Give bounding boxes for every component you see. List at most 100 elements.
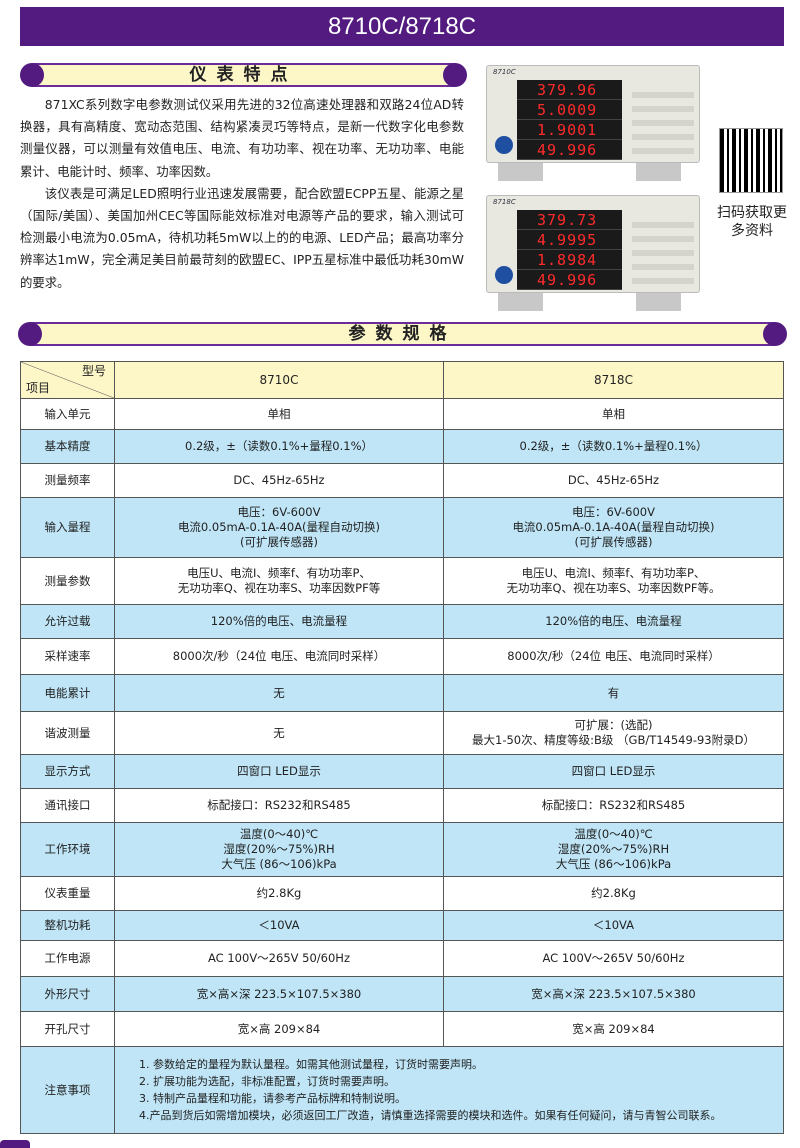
spec-value: 单相 xyxy=(443,398,784,430)
row-label: 谐波测量 xyxy=(20,711,115,755)
table-row: 工作电源 AC 100V～265V 50/60Hz AC 100V～265V 50/… xyxy=(20,940,784,977)
spec-line: 湿度(20%～75%)RH xyxy=(223,842,335,856)
row-label: 通讯接口 xyxy=(20,788,115,823)
power-meter-image: 8710C 379.96 5.0009 1.9001 49.996 xyxy=(486,65,700,183)
table-row: 工作环境 温度(0～40)℃ 湿度(20%～75%)RH 大气压 (86～106)kP… xyxy=(20,822,784,877)
spec-line: 四窗口 LED显示 xyxy=(571,764,656,778)
table-header-row: 型号 项目 8710C 8718C xyxy=(20,361,784,399)
spec-line: 湿度(20%～75%)RH xyxy=(557,842,670,856)
note-item: 4.产品到货后如需增加模块，必须返回工厂改造，请慎重选择需要的模块和选件。如果有… xyxy=(139,1109,722,1122)
meter-reading: 5.0009 xyxy=(517,100,622,120)
spec-line: 8000次/秒（24位 电压、电流同时采样） xyxy=(172,649,386,663)
spec-line: 温度(0～40)℃ xyxy=(239,827,319,841)
spec-table: 型号 项目 8710C 8718C 输入单元 单相 单相 基本精度 0.2级，±（读数0… xyxy=(20,361,784,1134)
meter-reading: 379.96 xyxy=(517,80,622,100)
row-label: 显示方式 xyxy=(20,754,115,789)
spec-line: 大气压 (86～106)kPa xyxy=(555,857,672,871)
row-label: 注意事项 xyxy=(20,1046,115,1134)
spec-value: 无 xyxy=(114,674,444,712)
spec-line: 大气压 (86～106)kPa xyxy=(221,857,337,871)
spec-line: 外形尺寸 xyxy=(44,986,91,1001)
meter-reading: 49.996 xyxy=(517,140,622,160)
meter-foot xyxy=(636,163,681,181)
header-diagonal-cell: 型号 项目 xyxy=(21,362,114,398)
spec-line: 开孔尺寸 xyxy=(44,1021,91,1036)
meter-reading: 1.9001 xyxy=(517,120,622,140)
spec-line: 无 xyxy=(273,685,285,700)
spec-line: 可扩展：(选配) xyxy=(574,718,653,732)
spec-value: AC 100V～265V 50/60Hz xyxy=(443,940,784,977)
spec-line: 温度(0～40)℃ xyxy=(574,827,653,841)
power-knob-icon xyxy=(495,136,513,154)
spec-line: (可扩展传感器) xyxy=(240,535,318,549)
spec-line: 允许过载 xyxy=(44,614,91,628)
spec-value: 温度(0～40)℃ 湿度(20%～75%)RH 大气压 (86～106)kPa xyxy=(443,822,784,877)
spec-value: 无 xyxy=(114,711,444,755)
spec-line: 无功功率Q、视在功率S、功率因数PF等。 xyxy=(506,581,721,595)
features-banner: 仪表特点 xyxy=(20,63,467,87)
spec-line: 最大1-50次、精度等级:B级 （GB/T14549-93附录D） xyxy=(472,733,755,747)
spec-value: 标配接口：RS232和RS485 xyxy=(443,788,784,823)
spec-value: 有 xyxy=(443,674,784,712)
specs-banner: 参数规格 xyxy=(18,322,787,346)
spec-value: 电压U、电流I、频率f、有功功率P、 无功功率Q、视在功率S、功率因数PF等 xyxy=(114,557,444,605)
row-label: 外形尺寸 xyxy=(20,976,115,1012)
spec-line: 宽×高×深 223.5×107.5×380 xyxy=(196,986,362,1001)
spec-line: 电流0.05mA-0.1A-40A(量程自动切换) xyxy=(177,520,381,534)
table-row: 测量参数 电压U、电流I、频率f、有功功率P、 无功功率Q、视在功率S、功率因数PF… xyxy=(20,557,784,605)
spec-line: 单相 xyxy=(267,406,291,421)
power-meter-image: 8718C 379.73 4.9995 1.8984 49.996 xyxy=(486,195,700,313)
row-label: 测量频率 xyxy=(20,463,115,498)
features-paragraph: 该仪表是可满足LED照明行业迅速发展需要，配合欧盟ECPP五星、能源之星（国际/… xyxy=(20,185,464,290)
spec-line: 四窗口 LED显示 xyxy=(237,764,321,778)
page-title: 8710C/8718C xyxy=(20,7,784,46)
spec-value: 约2.8Kg xyxy=(114,876,444,911)
qr-code-icon xyxy=(719,128,783,193)
notes-list: 1. 参数给定的量程为默认量程。如需其他测试量程，订货时需要声明。 2. 扩展功能… xyxy=(114,1046,784,1134)
banner-dot-icon xyxy=(18,322,42,346)
spec-line: 电能累计 xyxy=(44,685,91,700)
spec-value: 温度(0～40)℃ 湿度(20%～75%)RH 大气压 (86～106)kPa xyxy=(114,822,444,877)
spec-line: ＜10VA xyxy=(592,918,635,932)
spec-line: 工作电源 xyxy=(44,951,91,965)
spec-value: 单相 xyxy=(114,398,444,430)
spec-value: 0.2级，±（读数0.1%+量程0.1%） xyxy=(114,429,444,464)
spec-line: 采样速率 xyxy=(44,649,91,663)
spec-line: 无 xyxy=(273,725,285,740)
spec-line: 工作环境 xyxy=(44,842,91,856)
meter-display: 379.96 5.0009 1.9001 49.996 xyxy=(517,80,622,160)
table-row: 开孔尺寸 宽×高 209×84 宽×高 209×84 xyxy=(20,1011,784,1047)
row-label: 电能累计 xyxy=(20,674,115,712)
spec-value: 宽×高×深 223.5×107.5×380 xyxy=(114,976,444,1012)
row-label: 基本精度 xyxy=(20,429,115,464)
spec-value: 标配接口：RS232和RS485 xyxy=(114,788,444,823)
spec-line: 电压U、电流I、频率f、有功功率P、 xyxy=(187,566,371,580)
page-tab-decoration xyxy=(0,1140,30,1148)
spec-line: (可扩展传感器) xyxy=(574,535,653,549)
spec-value: AC 100V～265V 50/60Hz xyxy=(114,940,444,977)
banner-dot-icon xyxy=(20,63,44,87)
meter-keypad xyxy=(632,214,694,284)
spec-value: 四窗口 LED显示 xyxy=(443,754,784,789)
spec-line: 输入量程 xyxy=(44,520,91,534)
spec-line: 通讯接口 xyxy=(44,798,91,812)
table-row: 通讯接口 标配接口：RS232和RS485 标配接口：RS232和RS485 xyxy=(20,788,784,823)
meter-display: 379.73 4.9995 1.8984 49.996 xyxy=(517,210,622,290)
row-label: 工作环境 xyxy=(20,822,115,877)
spec-value: 0.2级，±（读数0.1%+量程0.1%） xyxy=(443,429,784,464)
features-text: 871XC系列数字电参数测试仪采用先进的32位高速处理器和双路24位AD转换器，… xyxy=(20,94,464,294)
table-row: 电能累计 无 有 xyxy=(20,674,784,712)
spec-line: 约2.8Kg xyxy=(256,886,302,900)
table-row: 显示方式 四窗口 LED显示 四窗口 LED显示 xyxy=(20,754,784,789)
spec-line: 宽×高 209×84 xyxy=(572,1021,655,1036)
spec-line: DC、45Hz-65Hz xyxy=(567,473,660,487)
row-label: 测量参数 xyxy=(20,557,115,605)
spec-line: AC 100V～265V 50/60Hz xyxy=(542,951,685,965)
meter-reading: 379.73 xyxy=(517,210,622,230)
qr-caption: 扫码获取更多资料 xyxy=(717,205,787,239)
spec-line: 单相 xyxy=(602,406,625,421)
spec-line: 宽×高×深 223.5×107.5×380 xyxy=(531,986,696,1001)
spec-value: 电压：6V-600V 电流0.05mA-0.1A-40A(量程自动切换) (可扩展传… xyxy=(443,497,784,558)
meter-foot xyxy=(636,293,681,311)
spec-line: 基本精度 xyxy=(44,439,91,453)
